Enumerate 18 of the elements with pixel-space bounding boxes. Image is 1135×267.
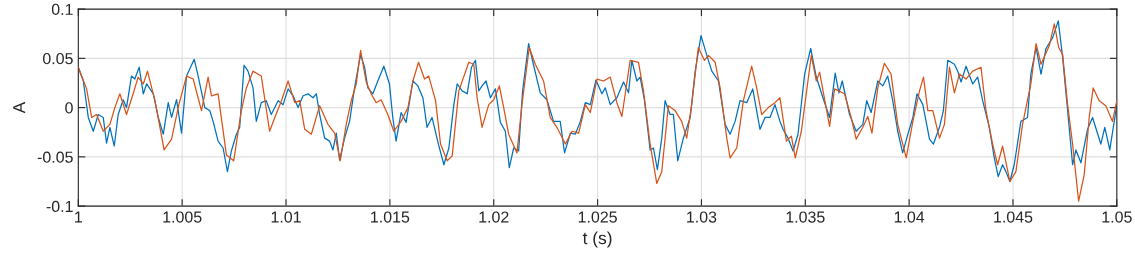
x-axis-title: t (s) [582,231,612,248]
x-tick-label: 1.03 [687,211,717,223]
x-tick-label: 1.04 [894,211,925,223]
x-tick-label: 1.045 [994,211,1033,223]
x-tick-label: 1.05 [1102,211,1132,223]
y-tick-label: -0.05 [37,151,73,163]
y-tick-label: 0 [65,102,73,114]
x-tick-label: 1.005 [163,211,202,223]
y-axis-title: A [13,101,26,114]
y-tick-label: -0.1 [46,200,73,213]
x-tick-label: 1.025 [578,211,617,223]
x-tick-label: 1.015 [371,211,410,223]
x-tick-label: 1 [75,211,82,223]
x-tick-label: 1.01 [271,211,301,223]
x-tick-label: 1.02 [479,211,509,223]
y-tick-label: 0.1 [51,3,73,16]
y-tick-label: 0.05 [42,52,73,65]
x-tick-label: 1.035 [786,211,825,223]
